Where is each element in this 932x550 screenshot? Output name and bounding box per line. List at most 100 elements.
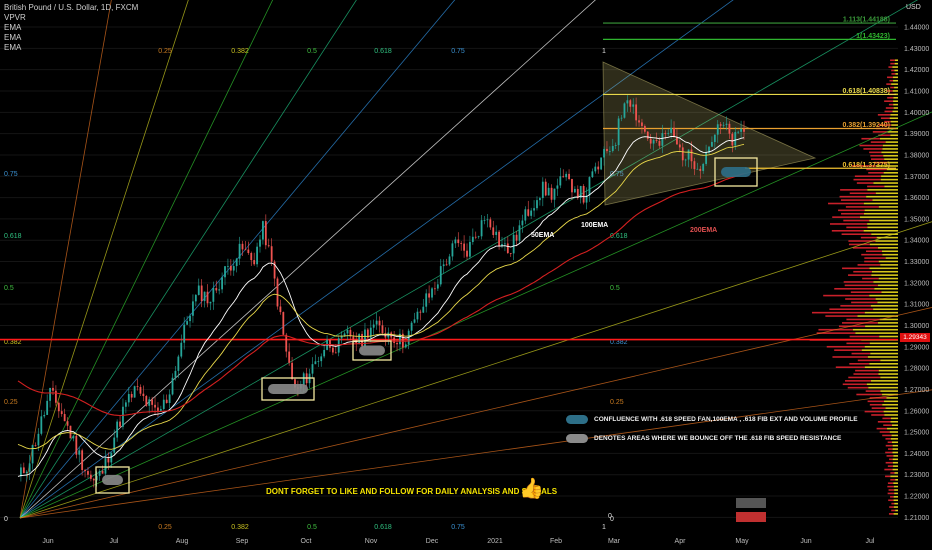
candle-body [699, 168, 702, 171]
symbol-title: British Pound / U.S. Dollar, 1D, FXCM [4, 3, 139, 12]
vp-sell-bar [885, 107, 894, 109]
vp-buy-bar [882, 253, 898, 256]
candle-body [393, 337, 396, 343]
candle-body [743, 128, 745, 132]
fan-top-label-2: 0.5 [307, 48, 317, 55]
candle-body [238, 243, 241, 259]
y-tick-label-3: 1.41000 [904, 89, 929, 96]
candle-body [600, 157, 603, 170]
indicator-ema-3[interactable]: EMA [4, 43, 22, 52]
candle-body [218, 289, 221, 291]
vp-sell-bar [864, 257, 886, 259]
vp-sell-bar [891, 69, 895, 72]
candle-body [148, 399, 151, 406]
vp-sell-bar [846, 226, 868, 229]
candle-body [681, 147, 684, 161]
candle-body [55, 390, 57, 403]
candle-body [463, 243, 465, 251]
vp-sell-bar [889, 506, 894, 508]
candle-body [183, 324, 186, 343]
vp-sell-bar [878, 134, 891, 137]
candle-body [329, 339, 331, 348]
legend-confluence-text: CONFLUENCE WITH .618 SPEED FAN,100EMA , … [594, 416, 858, 423]
candle-body [250, 252, 253, 261]
candle-body [536, 200, 538, 209]
candle-body [676, 136, 678, 145]
candle-body [215, 288, 218, 291]
vp-buy-bar [871, 270, 898, 273]
fan-ray-11 [19, 389, 932, 519]
candle-body [428, 293, 431, 298]
vp-buy-bar [892, 90, 898, 92]
vp-buy-bar [867, 226, 898, 229]
candle-body [107, 458, 110, 463]
last-price-badge: 1.29343 [900, 333, 930, 342]
candle-body [122, 406, 124, 427]
vp-sell-bar [829, 308, 874, 311]
vp-sell-bar [869, 151, 882, 154]
x-tick-label-13: Jul [866, 538, 875, 545]
fan-bottom-label-0: 0 [608, 513, 612, 520]
vp-sell-bar [855, 369, 879, 372]
y-tick-label-12: 1.32000 [904, 280, 929, 287]
candle-body [364, 329, 366, 347]
candle-body [302, 373, 305, 385]
vp-sell-bar [825, 315, 858, 317]
x-tick-label-3: Sep [236, 538, 249, 545]
candle-body [369, 327, 372, 338]
vp-buy-bar [890, 438, 898, 440]
vp-buy-bar [875, 240, 898, 242]
candle-body [509, 253, 512, 254]
x-tick-label-10: Apr [675, 538, 687, 545]
candle-body [515, 234, 518, 241]
candle-body [174, 370, 177, 378]
fan-ray-6 [19, 0, 734, 519]
vp-sell-bar [890, 59, 895, 62]
y-tick-label-5: 1.39000 [904, 131, 929, 138]
vp-buy-bar [871, 274, 898, 276]
indicator-ema-2[interactable]: EMA [4, 33, 22, 42]
y-tick-label-17: 1.27000 [904, 387, 929, 394]
candle-body [352, 336, 355, 340]
vp-sell-bar [870, 154, 884, 157]
candle-body [159, 408, 162, 411]
fan-left-label-4: 0.25 [4, 399, 18, 406]
candle-body [366, 329, 369, 338]
vp-buy-bar [872, 199, 898, 201]
x-tick-label-8: Feb [550, 538, 562, 545]
bounce-pill-2 [359, 345, 385, 356]
candle-body [229, 265, 232, 271]
candle-body [253, 260, 256, 265]
candle-body [267, 245, 270, 247]
vp-buy-bar [866, 195, 898, 198]
candle-body [203, 291, 206, 302]
candle-body [410, 322, 413, 331]
vp-sell-bar [848, 274, 872, 276]
ema200-label: 200EMA [690, 227, 718, 234]
vp-buy-bar [893, 96, 898, 99]
fan-left-label-3: 0.382 [4, 339, 22, 346]
vp-buy-bar [895, 478, 898, 481]
candle-body [232, 266, 235, 271]
vp-sell-bar [871, 407, 886, 409]
vp-buy-bar [881, 175, 898, 178]
candle-body [358, 333, 361, 344]
indicator-ema-1[interactable]: EMA [4, 23, 22, 32]
vp-sell-bar [890, 496, 894, 498]
indicator-vpvr[interactable]: VPVR [4, 13, 26, 22]
vp-sell-bar [847, 386, 869, 389]
candle-body [629, 100, 632, 107]
vp-sell-bar [867, 185, 885, 188]
candle-body [436, 284, 439, 289]
confluence-pill-icon [566, 415, 588, 424]
vp-sell-bar [890, 472, 895, 474]
candle-body [641, 122, 643, 126]
vp-sell-bar [887, 482, 894, 484]
vp-sell-bar [864, 260, 879, 263]
vp-buy-bar [884, 414, 898, 416]
vp-buy-bar [884, 158, 898, 160]
vp-sell-bar [834, 287, 875, 290]
bounce-box-1 [261, 377, 315, 401]
candle-body [734, 132, 737, 146]
